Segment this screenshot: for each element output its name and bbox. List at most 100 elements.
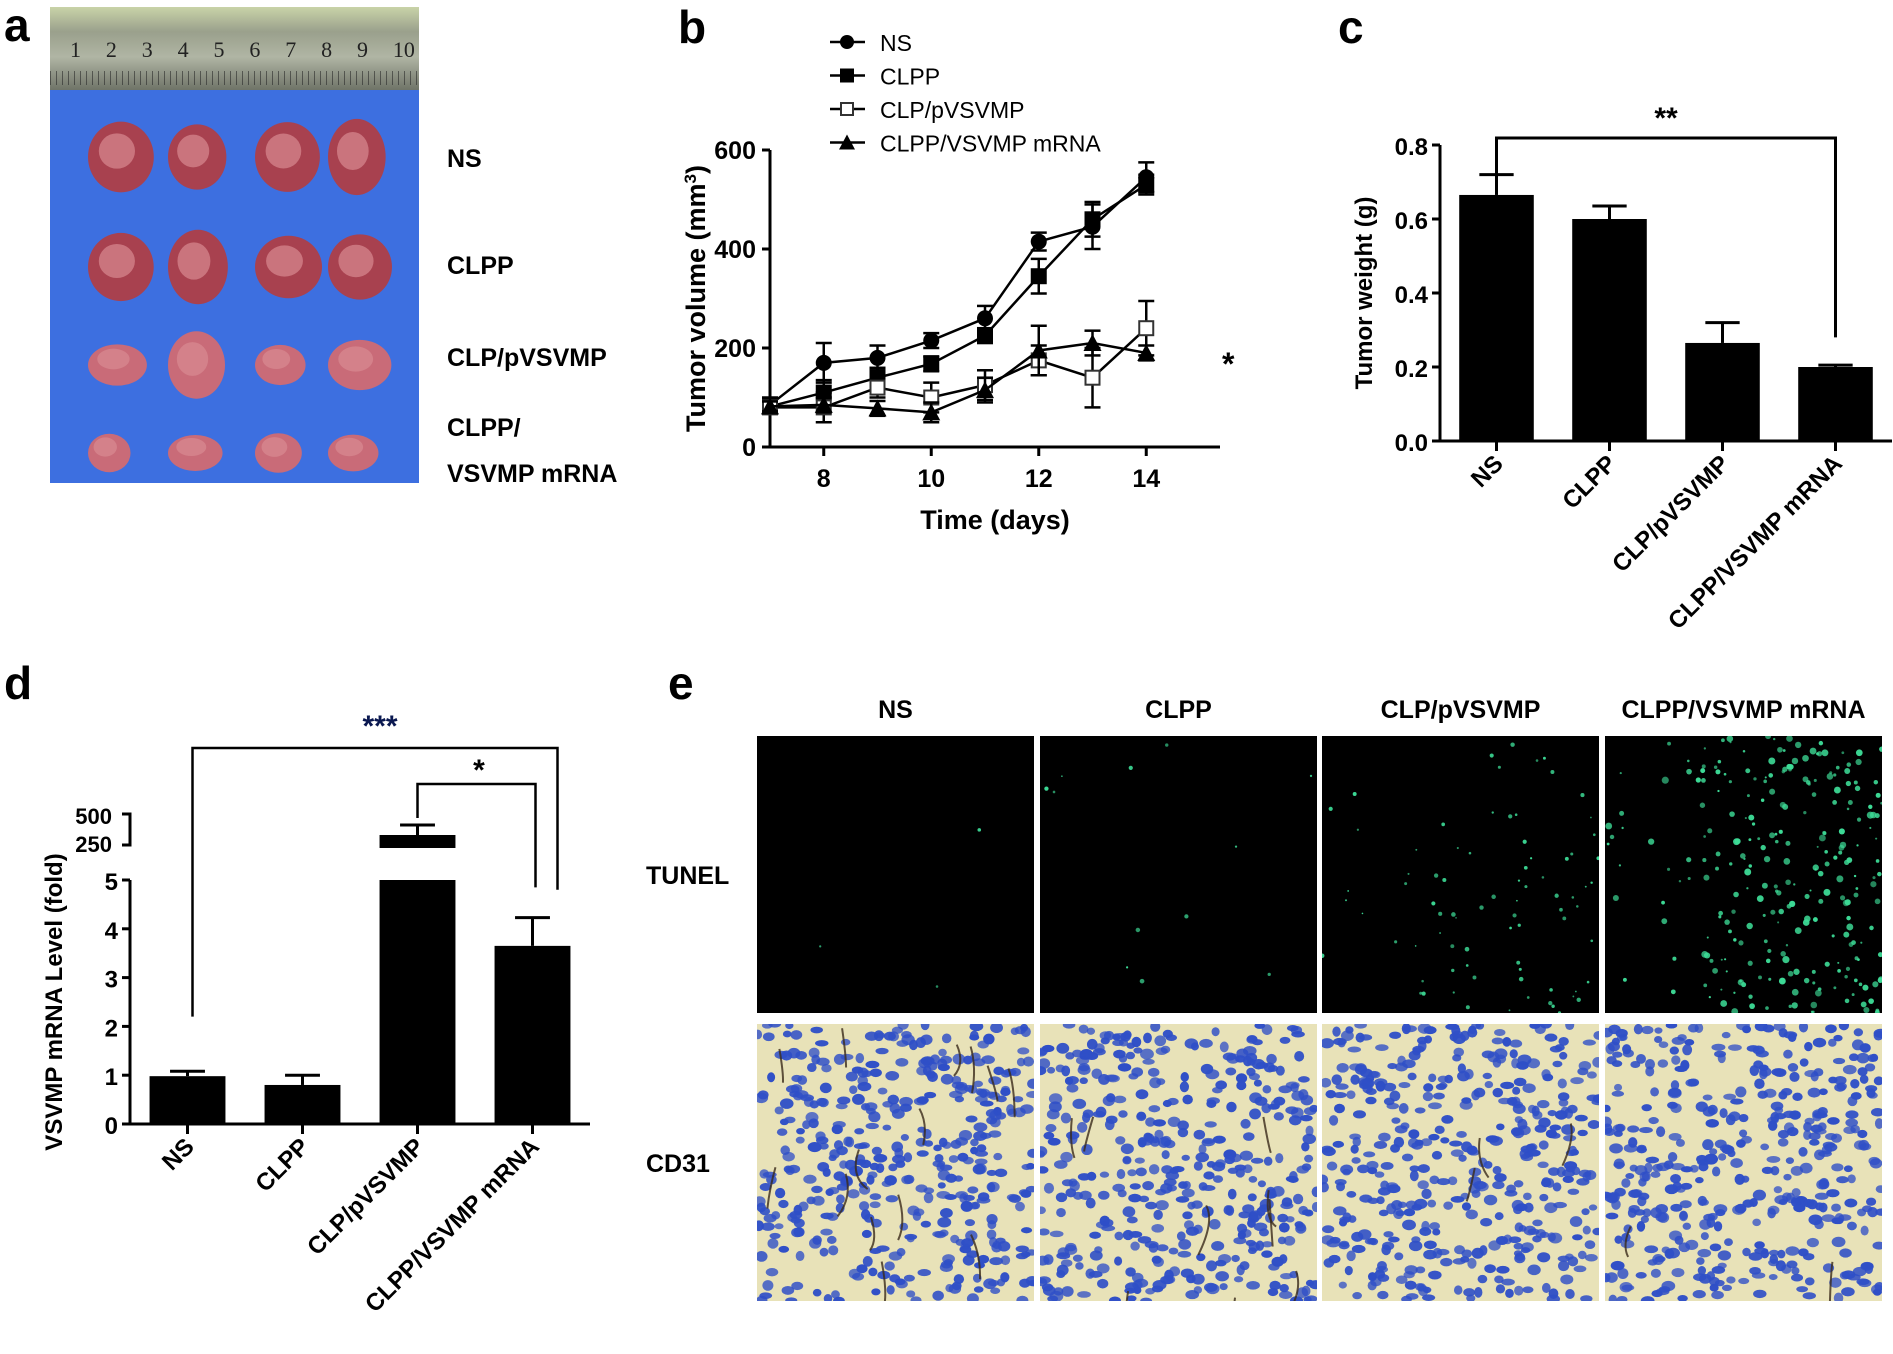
tumor-sample <box>168 124 227 190</box>
y-tick-label: 0 <box>742 434 756 462</box>
ruler-number: 5 <box>213 37 225 62</box>
significance-marker: * <box>473 754 485 787</box>
row-label-clpp-slash: CLPP/ <box>447 414 521 442</box>
tumor-sample <box>168 229 228 305</box>
bar-clp-pvsvmp <box>1685 321 1760 441</box>
ruler-number: 8 <box>321 37 333 62</box>
ruler-number: 3 <box>141 37 153 62</box>
significance-marker: ** <box>1654 102 1678 135</box>
x-tick-label: 14 <box>1132 465 1160 493</box>
bar-clpp <box>264 1073 341 1124</box>
y-tick-label: 0.0 <box>1395 430 1428 457</box>
x-tick-label: 10 <box>917 465 945 493</box>
y-tick-label: 1 <box>105 1064 118 1091</box>
ruler: 1 2 3 4 5 6 7 8 9 10 <box>50 7 419 90</box>
y-axis-title: Tumor weight (g) <box>1351 197 1378 390</box>
tumor-samples <box>88 118 392 473</box>
cd31-image <box>1605 1024 1882 1301</box>
y-tick-label: 0.8 <box>1395 134 1428 161</box>
tumor-sample <box>328 118 386 196</box>
legend-item: CLPP/VSVMP mRNA <box>830 131 1101 157</box>
legend-item: CLP/pVSVMP <box>830 97 1024 123</box>
tunel-image <box>1322 736 1599 1013</box>
row-label-vsvmp-mrna: VSVMP mRNA <box>447 460 618 488</box>
panel-label-c: c <box>1338 1 1364 53</box>
legend-label: NS <box>880 30 912 56</box>
y-tick-label: 500 <box>75 804 112 829</box>
y-tick-label: 2 <box>105 1015 118 1042</box>
series-clpp-vsvmp-mrna <box>761 324 1156 424</box>
x-category-label: CLP/pVSVMP <box>1607 450 1735 578</box>
bar-clpp <box>1572 204 1647 441</box>
x-axis-title: Time (days) <box>920 505 1070 535</box>
x-category-label: CLP/pVSVMP <box>302 1133 430 1261</box>
row-label-clpp: CLPP <box>447 252 514 280</box>
tumor-sample <box>255 122 320 192</box>
y-tick-label: 3 <box>105 967 118 994</box>
tumor-sample <box>88 433 131 473</box>
y-tick-label: 0 <box>105 1113 118 1140</box>
tumor-sample <box>88 344 147 386</box>
tumor-sample <box>255 433 302 473</box>
ruler-number: 4 <box>177 37 189 62</box>
tumor-volume-line-chart: 0 200 400 600 8 10 12 14 Time (days) Tumor volume… <box>681 30 1236 535</box>
tumor-sample <box>88 232 154 302</box>
tumor-sample <box>328 234 392 300</box>
ruler-ticks <box>50 71 419 85</box>
tumor-photo: 1 2 3 4 5 6 7 8 9 10 <box>50 7 419 483</box>
y-axis-title: VSVMP mRNA Level (fold) <box>41 853 68 1150</box>
y-tick-label: 4 <box>105 918 119 945</box>
ruler-numbers: 1 2 3 4 5 6 7 8 9 10 <box>70 37 415 63</box>
ruler-number: 1 <box>70 37 81 62</box>
bar-ns <box>1459 173 1534 441</box>
panel-label-d: d <box>4 657 33 709</box>
tumor-sample <box>88 121 154 193</box>
bar-clpp-vsvmp-mrna <box>1798 363 1873 441</box>
significance-bracket-clp: * <box>416 754 537 888</box>
column-label: CLPP <box>1145 696 1212 724</box>
y-tick-label: 400 <box>714 236 756 264</box>
ruler-number: 9 <box>357 37 368 62</box>
tumor-weight-bar-chart: 0.00.20.40.60.8NS CLPPCLP/pVSVMPCLPP/VSVM… <box>1351 102 1892 635</box>
tumor-sample <box>328 434 379 472</box>
row-label-tunel: TUNEL <box>646 862 730 890</box>
x-category-label: NS <box>1466 450 1509 493</box>
x-tick-label: 8 <box>817 465 831 493</box>
ruler-number: 10 <box>392 37 415 62</box>
legend-label: CLPP <box>880 64 940 90</box>
series-clp-pvsvmp <box>762 299 1155 424</box>
tunel-image <box>1040 736 1317 1013</box>
x-category-label: CLPP <box>250 1133 314 1197</box>
significance-bracket-ns: *** <box>191 710 559 1017</box>
bar-clp-pvsvmp <box>379 823 456 1124</box>
panel-label-a: a <box>4 0 30 51</box>
legend-item: CLPP <box>830 64 940 90</box>
cd31-image <box>757 1024 1034 1301</box>
ruler-number: 6 <box>249 37 261 62</box>
tunel-image <box>1605 736 1882 1013</box>
y-tick-label: 0.4 <box>1395 282 1429 309</box>
significance-marker: *** <box>362 710 397 743</box>
bar-clpp-vsvmp-mrna <box>494 916 571 1124</box>
y-tick-label: 200 <box>714 335 756 363</box>
legend-item: NS <box>830 30 912 56</box>
x-tick-label: 12 <box>1025 465 1053 493</box>
tumor-sample <box>255 344 306 386</box>
column-label: CLP/pVSVMP <box>1380 696 1541 724</box>
column-label: CLPP/VSVMP mRNA <box>1621 696 1866 724</box>
tunel-image <box>757 736 1034 1013</box>
cd31-image <box>1040 1024 1317 1301</box>
y-tick-label: 250 <box>75 832 112 857</box>
y-axis-title: Tumor volume (mm3) <box>681 165 712 432</box>
row-label-cd31: CD31 <box>646 1150 710 1178</box>
tumor-sample <box>255 235 323 299</box>
legend-label: CLPP/VSVMP mRNA <box>880 131 1101 157</box>
significance-bracket: ** <box>1495 102 1837 338</box>
tumor-sample <box>168 435 223 471</box>
ruler-number: 2 <box>105 37 117 62</box>
tumor-sample <box>168 331 226 399</box>
y-tick-label: 0.6 <box>1395 208 1428 235</box>
y-tick-label: 0.2 <box>1395 356 1428 383</box>
